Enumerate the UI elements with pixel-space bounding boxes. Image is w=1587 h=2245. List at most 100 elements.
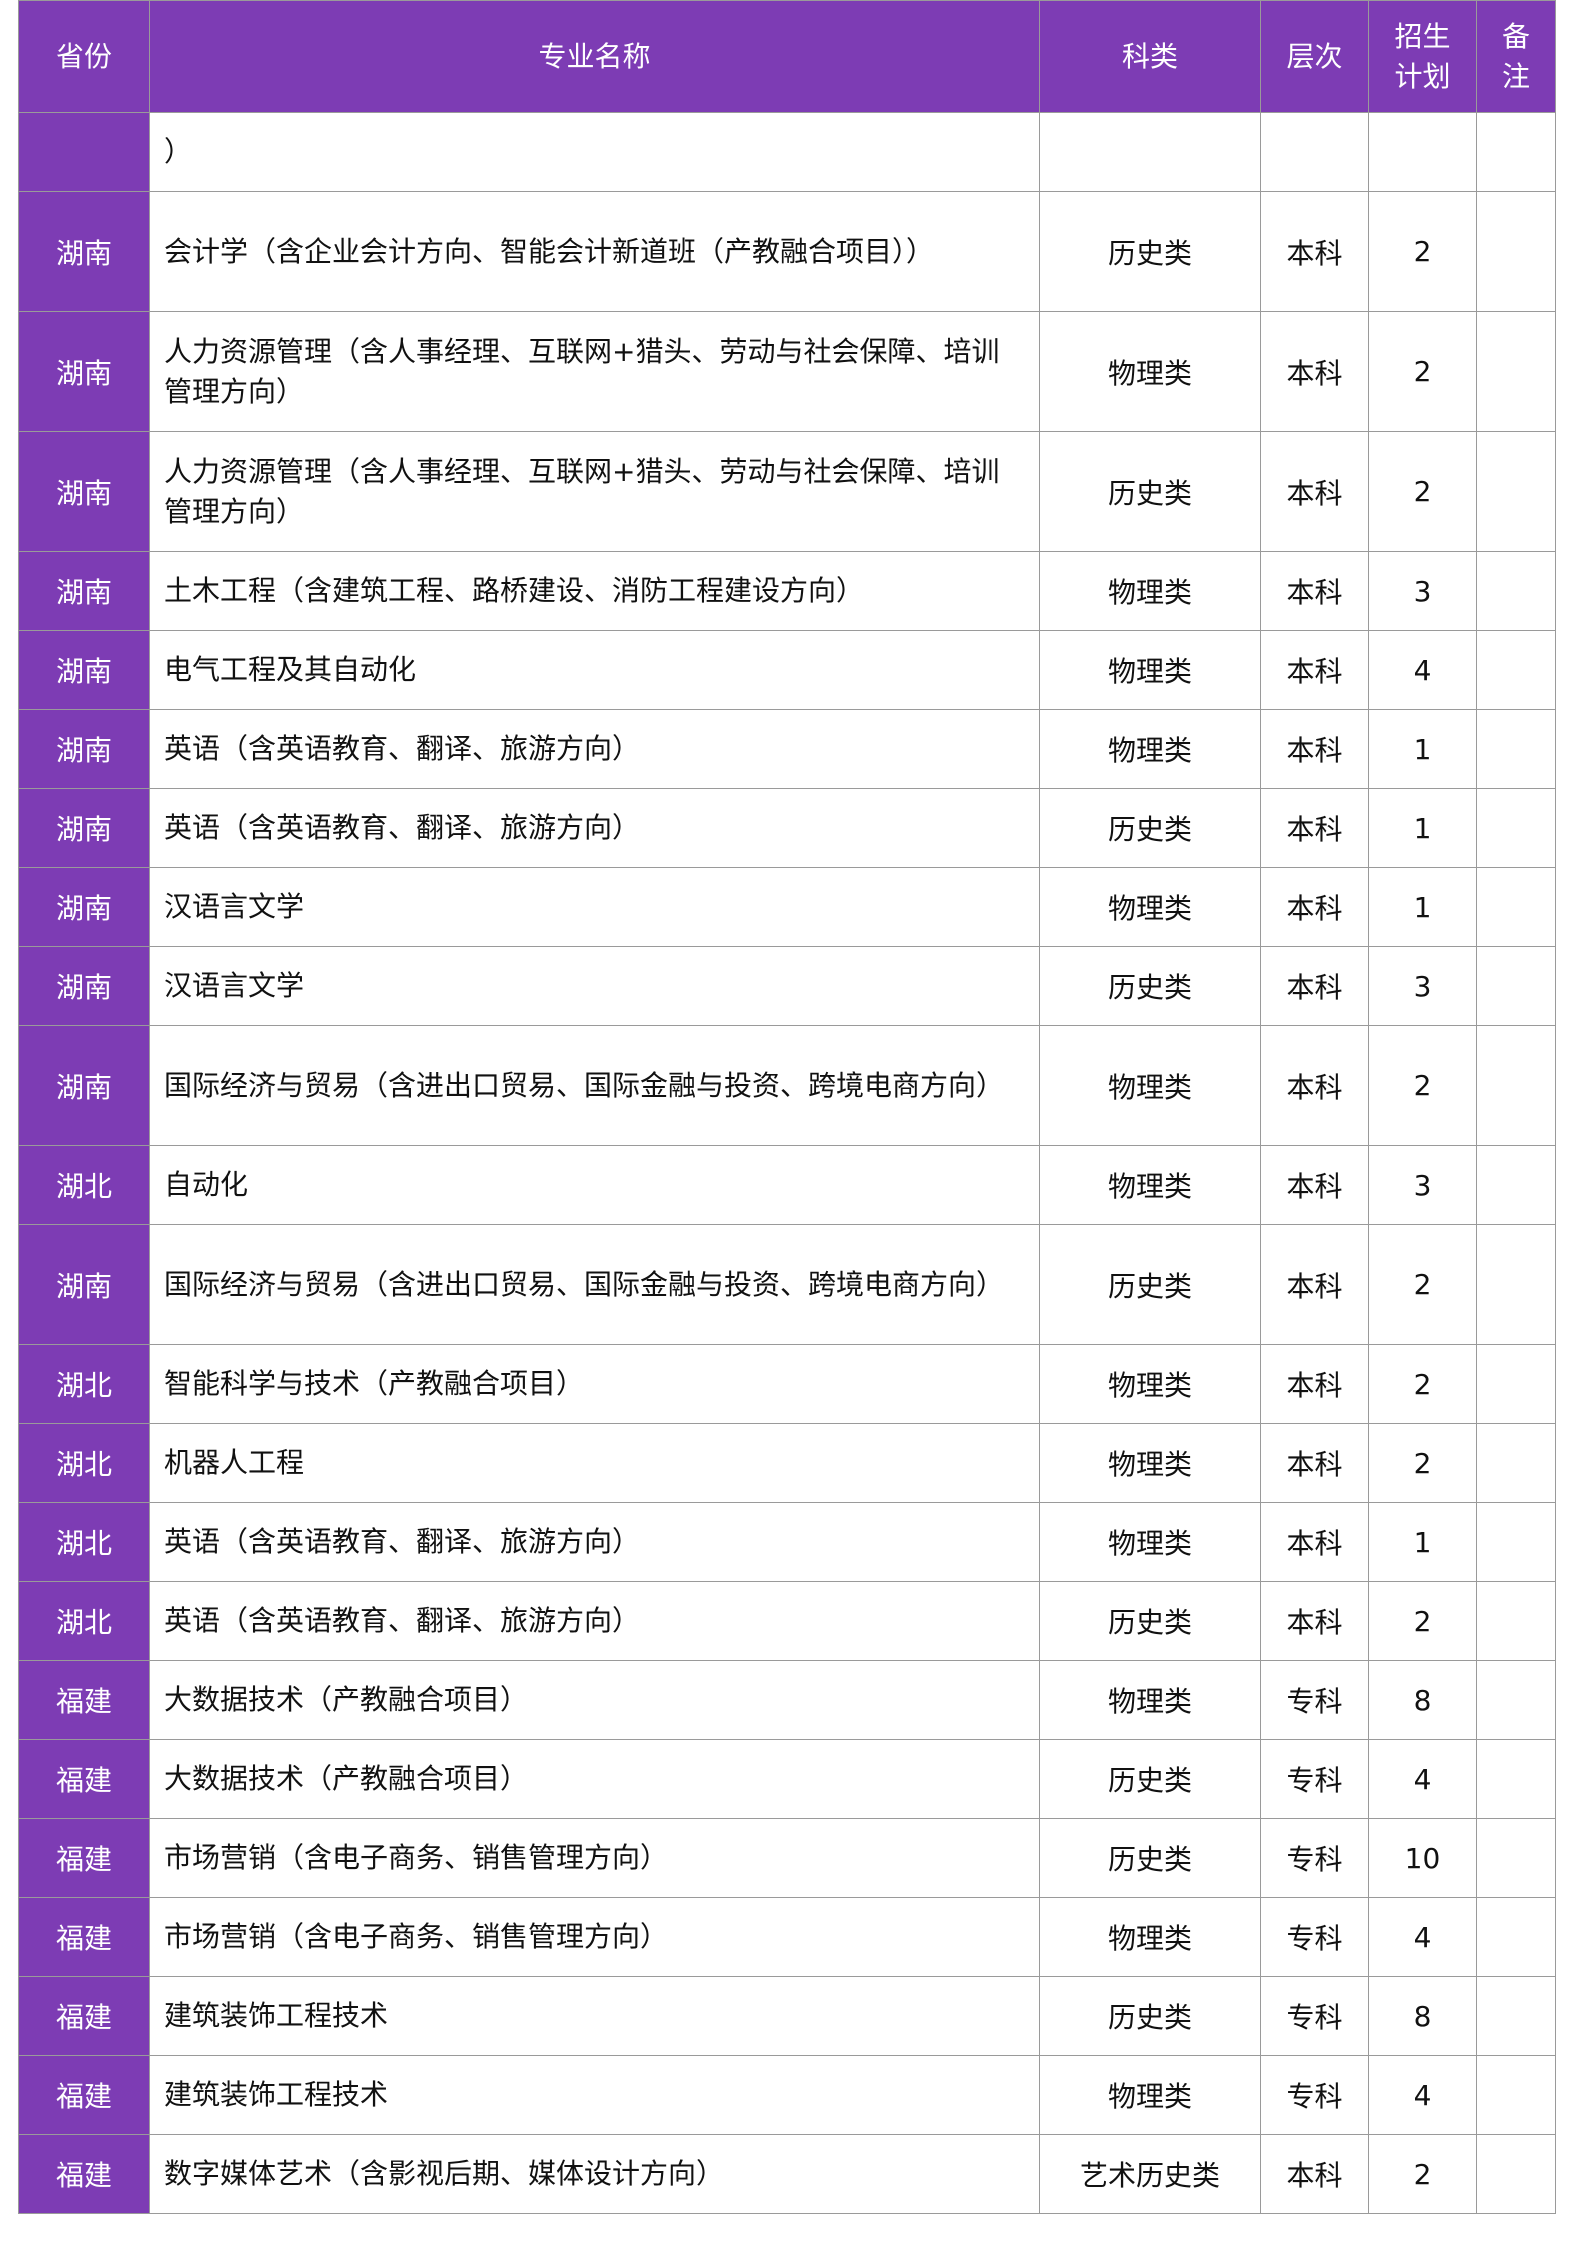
- plan-cell: 2: [1368, 1224, 1477, 1345]
- table-row: 湖北 英语（含英语教育、翻译、旅游方向） 物理类 本科 1: [18, 1502, 1556, 1582]
- header-major: 专业名称: [149, 0, 1040, 113]
- plan-cell: 2: [1368, 191, 1477, 312]
- plan-cell: [1368, 112, 1477, 192]
- table-row: 福建 大数据技术（产教融合项目） 历史类 专科 4: [18, 1739, 1556, 1819]
- table-row: 福建 市场营销（含电子商务、销售管理方向） 物理类 专科 4: [18, 1897, 1556, 1977]
- province-cell: 福建: [18, 1976, 150, 2056]
- plan-cell: 8: [1368, 1660, 1477, 1740]
- province-cell: 湖南: [18, 431, 150, 552]
- note-cell: [1476, 1976, 1556, 2056]
- table-row: 湖南 人力资源管理（含人事经理、互联网+猎头、劳动与社会保障、培训管理方向） 历史类…: [18, 431, 1556, 552]
- category-cell: 历史类: [1039, 431, 1261, 552]
- province-cell: 湖北: [18, 1502, 150, 1582]
- major-cell: 人力资源管理（含人事经理、互联网+猎头、劳动与社会保障、培训管理方向）: [149, 311, 1040, 432]
- note-cell: [1476, 431, 1556, 552]
- category-cell: 物理类: [1039, 311, 1261, 432]
- major-cell: 大数据技术（产教融合项目）: [149, 1739, 1040, 1819]
- note-cell: [1476, 1739, 1556, 1819]
- province-cell: 湖北: [18, 1423, 150, 1503]
- header-province: 省份: [18, 0, 150, 113]
- major-cell: 英语（含英语教育、翻译、旅游方向）: [149, 709, 1040, 789]
- major-cell: 汉语言文学: [149, 946, 1040, 1026]
- level-cell: 本科: [1260, 2134, 1369, 2214]
- level-cell: 专科: [1260, 1660, 1369, 1740]
- category-cell: 物理类: [1039, 2055, 1261, 2135]
- province-cell: 湖南: [18, 1025, 150, 1146]
- table-row: 湖南 电气工程及其自动化 物理类 本科 4: [18, 630, 1556, 710]
- level-cell: 专科: [1260, 1897, 1369, 1977]
- note-cell: [1476, 311, 1556, 432]
- note-cell: [1476, 867, 1556, 947]
- note-cell: [1476, 1818, 1556, 1898]
- plan-cell: 1: [1368, 867, 1477, 947]
- table-row: ）: [18, 112, 1556, 192]
- note-cell: [1476, 709, 1556, 789]
- level-cell: 本科: [1260, 311, 1369, 432]
- table-row: 湖南 英语（含英语教育、翻译、旅游方向） 历史类 本科 1: [18, 788, 1556, 868]
- province-cell: 湖南: [18, 630, 150, 710]
- province-cell: [18, 112, 150, 192]
- level-cell: 本科: [1260, 709, 1369, 789]
- header-note: 备注: [1476, 0, 1556, 113]
- category-cell: 物理类: [1039, 709, 1261, 789]
- plan-cell: 4: [1368, 1739, 1477, 1819]
- category-cell: 历史类: [1039, 191, 1261, 312]
- table-row: 福建 大数据技术（产教融合项目） 物理类 专科 8: [18, 1660, 1556, 1740]
- level-cell: 本科: [1260, 946, 1369, 1026]
- note-cell: [1476, 1660, 1556, 1740]
- table-row: 湖北 机器人工程 物理类 本科 2: [18, 1423, 1556, 1503]
- plan-cell: 8: [1368, 1976, 1477, 2056]
- level-cell: 专科: [1260, 1976, 1369, 2056]
- note-cell: [1476, 946, 1556, 1026]
- level-cell: 本科: [1260, 191, 1369, 312]
- table-row: 湖北 自动化 物理类 本科 3: [18, 1145, 1556, 1225]
- enrollment-plan-table: 省份 专业名称 科类 层次 招生计划 备注 ）湖南 会计学（含企业会计方向、智能会…: [18, 0, 1556, 2214]
- plan-cell: 1: [1368, 788, 1477, 868]
- province-cell: 湖南: [18, 867, 150, 947]
- category-cell: 历史类: [1039, 1739, 1261, 1819]
- province-cell: 福建: [18, 1739, 150, 1819]
- level-cell: 专科: [1260, 1818, 1369, 1898]
- category-cell: 物理类: [1039, 1897, 1261, 1977]
- major-cell: 英语（含英语教育、翻译、旅游方向）: [149, 1581, 1040, 1661]
- plan-cell: 3: [1368, 551, 1477, 631]
- level-cell: 本科: [1260, 788, 1369, 868]
- category-cell: 物理类: [1039, 1025, 1261, 1146]
- note-cell: [1476, 551, 1556, 631]
- note-cell: [1476, 2055, 1556, 2135]
- table-row: 湖北 智能科学与技术（产教融合项目） 物理类 本科 2: [18, 1344, 1556, 1424]
- category-cell: 历史类: [1039, 1581, 1261, 1661]
- plan-cell: 4: [1368, 2055, 1477, 2135]
- major-cell: 土木工程（含建筑工程、路桥建设、消防工程建设方向）: [149, 551, 1040, 631]
- table-row: 福建 建筑装饰工程技术 历史类 专科 8: [18, 1976, 1556, 2056]
- plan-cell: 2: [1368, 431, 1477, 552]
- level-cell: 专科: [1260, 1739, 1369, 1819]
- table-row: 湖南 国际经济与贸易（含进出口贸易、国际金融与投资、跨境电商方向） 物理类 本科 2: [18, 1025, 1556, 1146]
- province-cell: 福建: [18, 1818, 150, 1898]
- province-cell: 福建: [18, 1660, 150, 1740]
- level-cell: 专科: [1260, 2055, 1369, 2135]
- major-cell: 自动化: [149, 1145, 1040, 1225]
- plan-cell: 4: [1368, 630, 1477, 710]
- category-cell: 物理类: [1039, 1145, 1261, 1225]
- category-cell: 历史类: [1039, 1224, 1261, 1345]
- level-cell: 本科: [1260, 1581, 1369, 1661]
- table-row: 湖南 会计学（含企业会计方向、智能会计新道班（产教融合项目）） 历史类 本科 2: [18, 191, 1556, 312]
- level-cell: 本科: [1260, 867, 1369, 947]
- level-cell: 本科: [1260, 1423, 1369, 1503]
- province-cell: 福建: [18, 2055, 150, 2135]
- table-row: 福建 数字媒体艺术（含影视后期、媒体设计方向） 艺术历史类 本科 2: [18, 2134, 1556, 2214]
- plan-cell: 2: [1368, 1581, 1477, 1661]
- level-cell: 本科: [1260, 1344, 1369, 1424]
- plan-cell: 2: [1368, 311, 1477, 432]
- note-cell: [1476, 1224, 1556, 1345]
- category-cell: 历史类: [1039, 788, 1261, 868]
- category-cell: 物理类: [1039, 867, 1261, 947]
- header-category: 科类: [1039, 0, 1261, 113]
- note-cell: [1476, 2134, 1556, 2214]
- table-row: 湖南 人力资源管理（含人事经理、互联网+猎头、劳动与社会保障、培训管理方向） 物理类…: [18, 311, 1556, 432]
- major-cell: 智能科学与技术（产教融合项目）: [149, 1344, 1040, 1424]
- province-cell: 湖南: [18, 709, 150, 789]
- note-cell: [1476, 788, 1556, 868]
- major-cell: 电气工程及其自动化: [149, 630, 1040, 710]
